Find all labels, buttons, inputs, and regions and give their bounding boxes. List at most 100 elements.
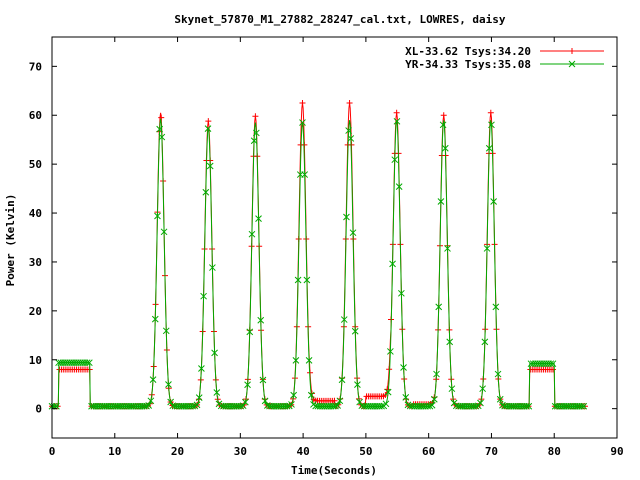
data-point (334, 402, 341, 409)
data-point (549, 366, 556, 373)
data-point (492, 303, 500, 311)
data-point (426, 402, 434, 410)
data-layer (48, 100, 588, 410)
x-tick-label: 90 (610, 445, 623, 458)
data-point (549, 360, 557, 368)
data-point (294, 276, 302, 284)
data-point (433, 370, 440, 378)
data-point (301, 171, 309, 178)
data-point (206, 162, 214, 170)
data-point (347, 135, 355, 142)
x-tick-label: 20 (171, 445, 184, 458)
data-point (200, 292, 207, 300)
data-point (402, 394, 410, 401)
data-point (382, 400, 390, 408)
data-point (143, 402, 150, 410)
data-point (439, 121, 447, 129)
data-point (479, 385, 487, 393)
data-point (292, 357, 300, 364)
data-point (472, 402, 480, 410)
data-point (336, 397, 344, 405)
data-point (435, 303, 443, 311)
data-point (448, 385, 456, 393)
y-tick-label: 40 (29, 207, 42, 220)
data-point (485, 144, 493, 152)
y-axis-label: Power (Kelvin) (4, 194, 17, 287)
data-point (211, 349, 218, 357)
data-point (246, 328, 254, 336)
data-point (209, 264, 216, 271)
data-point (162, 327, 170, 335)
data-point (391, 156, 399, 164)
data-point (250, 137, 258, 145)
data-point (389, 260, 396, 268)
data-point (351, 327, 359, 335)
data-point (428, 401, 436, 409)
axes-layer: 0 10 20 30 40 50 60 70 80 90 0 10 20 30 40 50 60 70 (29, 36, 624, 458)
data-point (299, 119, 306, 126)
x-tick-label: 60 (422, 445, 435, 458)
series-markers-1 (48, 117, 588, 410)
data-point (307, 391, 315, 399)
data-point (149, 376, 157, 383)
data-point (340, 316, 348, 323)
legend-marker-1 (568, 60, 576, 68)
data-point (255, 215, 262, 222)
x-tick-label: 30 (234, 445, 247, 458)
data-point (487, 109, 494, 116)
data-point (252, 129, 260, 137)
series-line-1 (52, 118, 586, 407)
data-point (378, 402, 385, 410)
x-tick-label: 70 (485, 445, 498, 458)
data-point (481, 338, 489, 346)
data-point (193, 401, 201, 409)
data-point (198, 365, 205, 372)
data-point (160, 228, 168, 236)
data-point (83, 359, 91, 367)
data-point (85, 359, 93, 367)
data-point (430, 395, 438, 403)
data-point (165, 381, 172, 388)
y-tick-label: 10 (29, 354, 42, 367)
data-point (400, 364, 407, 371)
data-point (195, 394, 203, 401)
data-point (332, 402, 339, 410)
data-point (242, 398, 249, 406)
data-point (303, 276, 311, 284)
data-point (393, 117, 401, 125)
data-point (283, 402, 291, 410)
data-point (496, 395, 504, 403)
data-point (147, 397, 155, 405)
data-point (488, 121, 495, 129)
x-tick-label: 0 (49, 445, 56, 458)
data-point (299, 100, 306, 107)
data-point (343, 213, 350, 221)
data-point (257, 316, 265, 324)
data-point (444, 245, 451, 252)
data-point (398, 289, 405, 297)
x-tick-label: 40 (296, 445, 309, 458)
data-point (261, 397, 269, 405)
data-point (158, 133, 166, 141)
x-tick-label: 10 (108, 445, 121, 458)
data-point (387, 348, 394, 355)
data-point (252, 113, 259, 120)
y-tick-label: 50 (29, 158, 42, 171)
data-point (446, 338, 454, 346)
data-point (338, 376, 346, 384)
data-point (494, 370, 502, 378)
plot-frame (51, 36, 618, 439)
data-point (525, 402, 533, 410)
data-point (145, 402, 153, 409)
data-point (490, 198, 497, 205)
data-point (259, 376, 267, 384)
data-point (395, 183, 403, 190)
data-point (483, 245, 491, 252)
data-point (213, 389, 221, 396)
data-point (523, 402, 530, 410)
data-point (578, 402, 585, 410)
data-point (441, 144, 449, 152)
